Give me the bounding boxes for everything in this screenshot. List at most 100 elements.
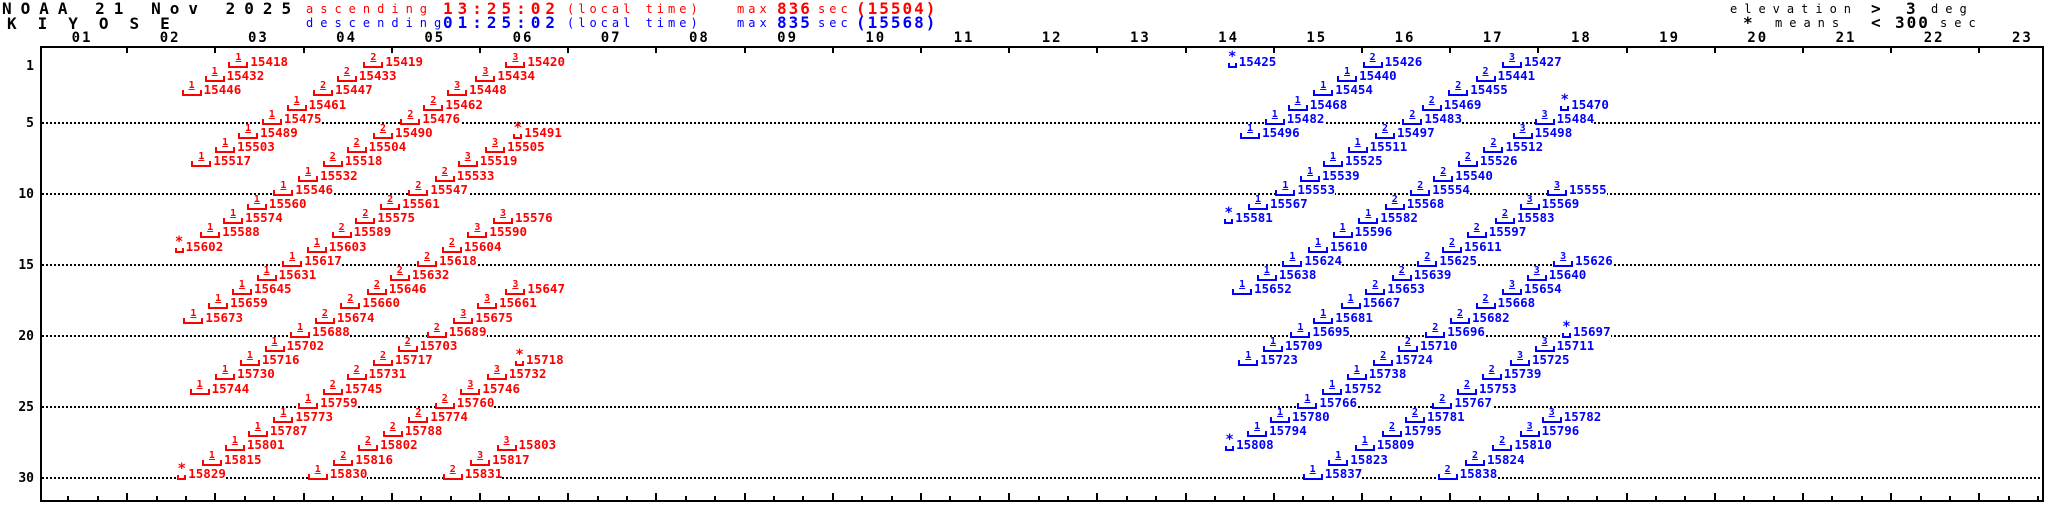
orbit-number: 15759	[320, 394, 358, 410]
pass-sequence-number: 3	[464, 151, 471, 163]
pass-sequence-number: 1	[280, 179, 287, 191]
orbit-number: 15447	[335, 82, 373, 98]
pass-marker-descending: 3 15725	[1509, 351, 1570, 367]
pass-marker-descending: 1 15582	[1358, 208, 1418, 225]
orbit-number: 15569	[1541, 196, 1580, 211]
pass-sequence-number: 3	[474, 222, 481, 234]
pass-marker-descending: 3 15484	[1534, 109, 1595, 125]
pass-sequence-number: 1	[1347, 293, 1354, 305]
pass-marker-ascending: 1 15517	[191, 151, 251, 168]
pass-sequence-number: 2	[320, 80, 327, 92]
pass-marker-ascending: 1 15588	[200, 223, 260, 239]
pass-sequence-number: 2	[1482, 293, 1489, 305]
orbit-number: 15801	[246, 437, 285, 453]
orbit-number: 15689	[448, 323, 487, 339]
pass-marker-descending: 1 15823	[1328, 450, 1388, 466]
orbit-number: 15491	[524, 125, 562, 140]
orbit-number: 15434	[497, 68, 535, 84]
pass-marker-descending: 1 15738	[1346, 365, 1407, 381]
pass-duration-bar-icon: 1	[1337, 67, 1358, 83]
orbit-number: 15753	[1479, 380, 1517, 396]
pass-duration-bar-icon: 2	[1466, 223, 1487, 239]
pass-duration-bar-icon: 3	[485, 138, 506, 154]
orbit-number: 15596	[1354, 224, 1393, 240]
pass-sequence-number: 1	[196, 378, 203, 390]
orbit-number: 15787	[269, 423, 308, 439]
pass-marker-ascending: 3 15505	[485, 138, 545, 155]
top-axis-tick	[1801, 48, 1804, 53]
pass-sequence-number: 1	[215, 293, 222, 305]
pass-duration-bar-icon: 2	[313, 81, 334, 97]
grid-line-day-5	[42, 121, 2040, 124]
bottom-axis-tick	[67, 496, 70, 500]
pass-sequence-number: 1	[1309, 463, 1316, 475]
bottom-axis-tick	[1272, 493, 1275, 500]
orbit-number: 15752	[1344, 380, 1382, 396]
orbit-number: 15697	[1572, 323, 1611, 339]
top-axis-tick	[126, 48, 129, 53]
orbit-number: 15682	[1471, 309, 1510, 325]
bottom-axis-tick	[1890, 493, 1893, 500]
chart-bottom-border	[40, 500, 2044, 502]
pass-duration-bar-icon: 2	[426, 322, 447, 338]
orbit-number: 15638	[1278, 267, 1317, 282]
pass-duration-bar-icon: 3	[1547, 180, 1567, 196]
orbit-number: 15505	[507, 139, 545, 155]
pass-duration-bar-icon: 1	[1340, 294, 1361, 310]
orbit-number: 15710	[1419, 338, 1458, 353]
pass-duration-bar-icon: 2	[331, 223, 352, 239]
pass-sequence-number: 1	[198, 151, 205, 163]
orbit-number: 15482	[1286, 110, 1325, 126]
pass-sequence-number: 1	[207, 222, 214, 234]
pass-marker-descending: 2 15540	[1433, 166, 1493, 182]
pass-marker-ascending: 1 15673	[183, 308, 244, 324]
pass-duration-bar-icon: 1	[1332, 223, 1353, 239]
pass-sequence-number: 2	[430, 94, 437, 106]
pass-marker-ascending: 2 15788	[382, 422, 443, 438]
orbit-number: 15837	[1324, 465, 1363, 481]
pass-sequence-number: 2	[338, 222, 345, 234]
pass-sequence-number: 1	[305, 392, 312, 404]
orbit-number: 15702	[286, 338, 325, 353]
bottom-axis-tick	[1537, 493, 1540, 500]
pass-marker-ascending: 3 15661	[477, 294, 537, 311]
y-axis-day-label: 15	[18, 257, 34, 273]
pass-marker-ascending: 1 15461	[286, 94, 347, 111]
pass-marker-descending: 1 15454	[1313, 81, 1373, 97]
pass-sequence-number: 1	[1365, 208, 1372, 220]
pass-marker-descending: 2 15583	[1494, 209, 1555, 225]
orbit-number: 15681	[1335, 309, 1373, 325]
pass-sequence-number: 1	[293, 94, 300, 106]
pass-duration-bar-icon: 1	[200, 223, 221, 239]
bottom-axis-tick	[243, 496, 246, 500]
pass-duration-bar-icon: 2	[340, 294, 361, 310]
orbit-number: 15711	[1556, 338, 1595, 353]
top-axis-tick	[831, 48, 834, 53]
pass-sequence-number: 2	[441, 165, 448, 177]
orbit-number: 15462	[445, 96, 483, 112]
orbit-number: 15674	[336, 309, 375, 325]
pass-marker-ascending: 1 15546	[273, 179, 334, 196]
pass-sequence-number: 2	[1391, 194, 1398, 205]
orbit-number: 15696	[1447, 323, 1485, 339]
orbit-number: 15419	[385, 54, 423, 69]
orbit-number: 15581	[1235, 210, 1273, 226]
pass-sequence-number: 2	[1439, 392, 1446, 404]
pass-duration-bar-icon: 1	[1307, 237, 1328, 253]
pass-sequence-number: 3	[1526, 421, 1533, 433]
pass-sequence-number: 2	[343, 66, 350, 78]
pass-duration-bar-icon: 1	[238, 124, 259, 139]
ascending-max-label: max	[737, 2, 771, 16]
orbit-number: 15794	[1269, 423, 1307, 439]
pass-marker-descending: 3 15711	[1534, 337, 1595, 353]
pass-duration-bar-icon: 1	[298, 166, 319, 182]
orbit-number: 15602	[185, 238, 224, 254]
x-axis-hour-label: 06	[512, 30, 534, 46]
pass-marker-ascending: 2 15774	[408, 407, 468, 423]
pass-duration-bar-icon: 1	[239, 351, 260, 367]
orbit-number: 15489	[260, 125, 298, 140]
pass-marker-descending: * 15808	[1225, 433, 1274, 452]
elevation-operator: >	[1871, 0, 1883, 18]
orbit-number: 15661	[499, 295, 537, 311]
pass-sequence-number: 2	[415, 407, 422, 418]
